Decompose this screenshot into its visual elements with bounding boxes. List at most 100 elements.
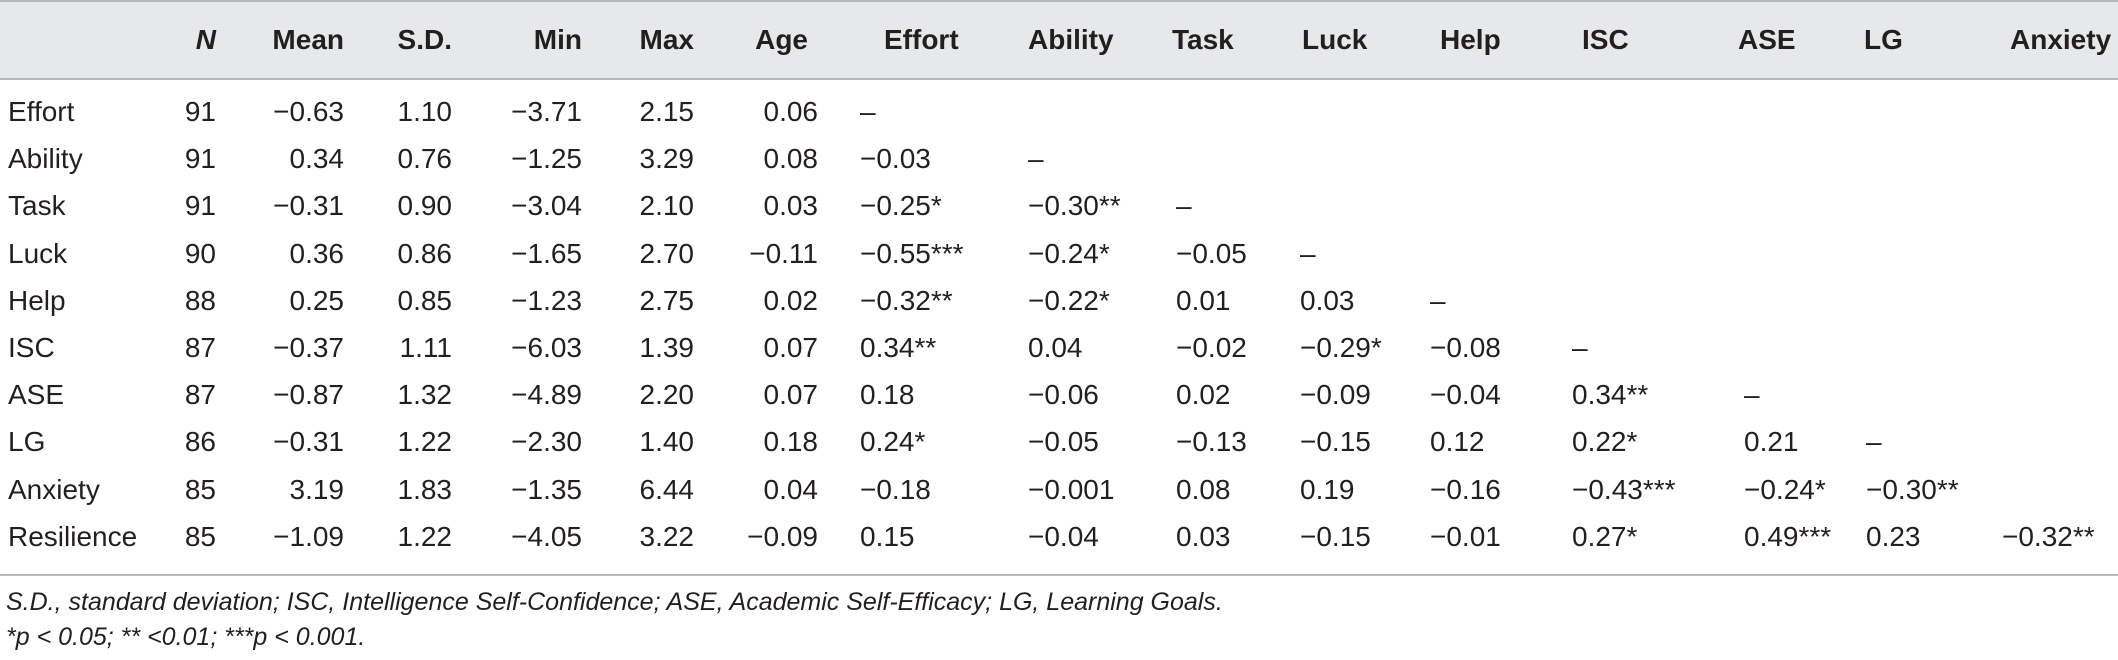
row-label: LG (8, 426, 46, 457)
column-header-ability: Ability (1028, 24, 1114, 55)
table-cell-lg-max: 1.40 (639, 426, 695, 457)
column-header-s-d: S.D. (397, 24, 452, 55)
table-cell-resilience-age: −0.09 (747, 521, 818, 552)
table-cell-effort-mean: −0.63 (273, 96, 344, 127)
table-cell-ability-age: 0.08 (763, 143, 819, 174)
table-cell-ase-min: −4.89 (511, 379, 582, 410)
row-label: ASE (8, 379, 65, 410)
table-cell-isc-effort: 0.34** (860, 332, 937, 363)
table-cell-anxiety-min: −1.35 (511, 474, 582, 505)
column-header-anxiety: Anxiety (2010, 24, 2112, 55)
column-header-min: Min (533, 24, 582, 55)
table-cell-ability-min: −1.25 (511, 143, 582, 174)
table-cell-luck-s-d: 0.86 (397, 238, 453, 269)
column-header-ase: ASE (1738, 24, 1796, 55)
table-cell-luck-age: −0.11 (749, 238, 818, 269)
table-cell-help-help: – (1430, 285, 1446, 316)
row-label: Task (8, 190, 66, 221)
table-cell-lg-effort: 0.24* (860, 426, 926, 457)
table-cell-task-age: 0.03 (763, 190, 819, 221)
table-header-rule (0, 78, 2118, 80)
table-cell-resilience-ability: −0.04 (1028, 521, 1099, 552)
table-cell-resilience-s-d: 1.22 (397, 521, 453, 552)
table-cell-luck-mean: 0.36 (289, 238, 345, 269)
table-cell-anxiety-n: 85 (184, 474, 216, 505)
table-cell-isc-age: 0.07 (763, 332, 819, 363)
table-cell-help-ability: −0.22* (1028, 285, 1110, 316)
table-cell-isc-max: 1.39 (639, 332, 695, 363)
table-cell-resilience-lg: 0.23 (1866, 521, 1921, 552)
table-cell-lg-min: −2.30 (511, 426, 582, 457)
table-cell-ability-mean: 0.34 (289, 143, 345, 174)
column-header-luck: Luck (1302, 24, 1368, 55)
table-cell-ase-ase: – (1744, 379, 1760, 410)
table-cell-help-effort: −0.32** (860, 285, 953, 316)
table-cell-isc-help: −0.08 (1430, 332, 1501, 363)
table-cell-ase-age: 0.07 (763, 379, 819, 410)
row-label: Effort (8, 96, 75, 127)
table-cell-help-n: 88 (184, 285, 216, 316)
table-cell-isc-isc: – (1572, 332, 1588, 363)
table-cell-task-effort: −0.25* (860, 190, 942, 221)
table-cell-help-task: 0.01 (1176, 285, 1231, 316)
table-cell-ase-s-d: 1.32 (397, 379, 453, 410)
table-cell-isc-ability: 0.04 (1028, 332, 1083, 363)
table-cell-lg-luck: −0.15 (1300, 426, 1371, 457)
table-cell-luck-ability: −0.24* (1028, 238, 1110, 269)
table-cell-resilience-anxiety: −0.32** (2002, 521, 2095, 552)
table-cell-resilience-luck: −0.15 (1300, 521, 1371, 552)
table-cell-effort-age: 0.06 (763, 96, 819, 127)
table-cell-task-ability: −0.30** (1028, 190, 1121, 221)
table-cell-isc-min: −6.03 (511, 332, 582, 363)
table-cell-luck-min: −1.65 (511, 238, 582, 269)
table-cell-ase-help: −0.04 (1430, 379, 1501, 410)
row-label: ISC (8, 332, 55, 363)
table-cell-anxiety-mean: 3.19 (289, 474, 345, 505)
table-cell-ase-luck: −0.09 (1300, 379, 1371, 410)
column-header-effort: Effort (884, 24, 959, 55)
table-cell-ase-isc: 0.34** (1572, 379, 1649, 410)
column-header-age: Age (755, 24, 808, 55)
column-header-isc: ISC (1582, 24, 1629, 55)
table-cell-help-mean: 0.25 (289, 285, 345, 316)
row-label: Help (8, 285, 66, 316)
table-cell-ability-max: 3.29 (639, 143, 695, 174)
table-cell-lg-age: 0.18 (763, 426, 819, 457)
table-cell-resilience-mean: −1.09 (273, 521, 344, 552)
table-cell-ability-ability: – (1028, 143, 1044, 174)
row-label: Luck (8, 238, 68, 269)
table-cell-task-s-d: 0.90 (397, 190, 453, 221)
row-label: Resilience (8, 521, 138, 552)
table-cell-task-max: 2.10 (639, 190, 695, 221)
table-cell-effort-min: −3.71 (511, 96, 582, 127)
table-bottom-rule (0, 574, 2118, 576)
table-cell-ase-task: 0.02 (1176, 379, 1231, 410)
table-cell-anxiety-lg: −0.30** (1866, 474, 1959, 505)
table-cell-help-luck: 0.03 (1300, 285, 1355, 316)
table-cell-effort-n: 91 (184, 96, 216, 127)
table-cell-anxiety-luck: 0.19 (1300, 474, 1355, 505)
table-cell-isc-s-d: 1.11 (399, 332, 452, 363)
table-cell-resilience-effort: 0.15 (860, 521, 915, 552)
table-cell-lg-help: 0.12 (1430, 426, 1485, 457)
table-cell-task-mean: −0.31 (273, 190, 344, 221)
table-cell-anxiety-help: −0.16 (1430, 474, 1501, 505)
row-label: Anxiety (8, 474, 100, 505)
table-cell-isc-n: 87 (184, 332, 216, 363)
table-cell-lg-ability: −0.05 (1028, 426, 1099, 457)
table-cell-isc-task: −0.02 (1176, 332, 1247, 363)
table-cell-luck-task: −0.05 (1176, 238, 1247, 269)
table-cell-ase-max: 2.20 (639, 379, 695, 410)
table-cell-lg-task: −0.13 (1176, 426, 1247, 457)
row-label: Ability (8, 143, 83, 174)
table-header-background (0, 0, 2118, 78)
table-cell-anxiety-ability: −0.001 (1028, 474, 1115, 505)
table-cell-luck-max: 2.70 (639, 238, 695, 269)
table-cell-isc-mean: −0.37 (273, 332, 344, 363)
table-cell-isc-luck: −0.29* (1300, 332, 1382, 363)
table-cell-effort-max: 2.15 (639, 96, 695, 127)
table-cell-effort-s-d: 1.10 (397, 96, 453, 127)
table-cell-ase-effort: 0.18 (860, 379, 915, 410)
table-cell-help-s-d: 0.85 (397, 285, 453, 316)
table-cell-anxiety-ase: −0.24* (1744, 474, 1826, 505)
